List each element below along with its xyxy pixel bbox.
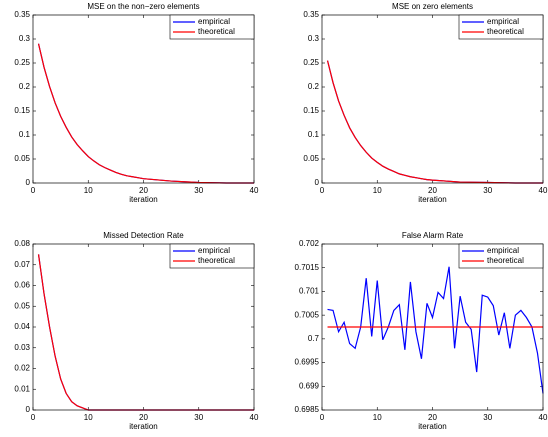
axes-frame — [321, 14, 544, 184]
y-tick-label: 0.7005 — [295, 310, 320, 319]
x-tick-label: 10 — [373, 413, 382, 422]
y-tick-label: 0.699 — [299, 381, 320, 390]
x-axis-label: iteration — [418, 422, 446, 431]
y-tick-label: 0.15 — [303, 106, 319, 115]
y-tick-label: 0.01 — [14, 384, 30, 393]
chart-title: MSE on the non−zero elements — [87, 2, 199, 11]
y-tick-label: 0.05 — [14, 154, 30, 163]
x-tick-label: 30 — [483, 186, 492, 195]
y-tick-label: 0 — [315, 178, 320, 187]
y-tick-label: 0.04 — [14, 322, 30, 331]
y-tick-label: 0.03 — [14, 343, 30, 352]
y-tick-label: 0.35 — [303, 10, 319, 19]
y-tick-label: 0.6985 — [295, 405, 320, 414]
legend-label: theoretical — [487, 256, 524, 265]
x-tick-label: 0 — [31, 413, 36, 422]
axes-frame — [32, 14, 255, 184]
legend-box — [458, 14, 544, 40]
x-tick-label: 20 — [428, 186, 437, 195]
y-tick-label: 0.1 — [19, 130, 31, 139]
y-tick-label: 0.06 — [14, 281, 30, 290]
chart-title: False Alarm Rate — [402, 231, 464, 240]
x-axis-label: iteration — [418, 195, 446, 204]
x-tick-label: 40 — [250, 186, 259, 195]
y-tick-label: 0 — [26, 405, 31, 414]
y-tick-label: 0.05 — [303, 154, 319, 163]
x-tick-label: 40 — [539, 186, 548, 195]
legend-label: empirical — [198, 17, 230, 26]
axes-box — [33, 244, 254, 410]
x-tick-label: 10 — [373, 186, 382, 195]
legend-label: theoretical — [198, 27, 235, 36]
y-tick-label: 0.08 — [14, 239, 30, 248]
y-tick-label: 0.07 — [14, 260, 30, 269]
x-tick-label: 40 — [250, 413, 259, 422]
y-tick-label: 0.701 — [299, 287, 320, 296]
legend-label: empirical — [198, 246, 230, 255]
series-line — [326, 60, 543, 184]
legend-label: theoretical — [198, 256, 235, 265]
x-tick-label: 10 — [84, 186, 93, 195]
x-tick-label: 0 — [31, 186, 36, 195]
legend-box — [458, 243, 544, 269]
legend-box — [169, 14, 255, 40]
y-tick-label: 0.2 — [308, 82, 320, 91]
axes-frame — [321, 243, 544, 411]
y-tick-label: 0.702 — [299, 239, 320, 248]
x-tick-label: 30 — [483, 413, 492, 422]
x-tick-label: 0 — [320, 186, 325, 195]
x-axis-label: iteration — [129, 195, 157, 204]
x-tick-label: 30 — [194, 186, 203, 195]
x-tick-label: 20 — [139, 186, 148, 195]
legend-label: theoretical — [487, 27, 524, 36]
y-tick-label: 0.7015 — [295, 263, 320, 272]
chart-title: Missed Detection Rate — [103, 231, 184, 240]
x-tick-label: 0 — [320, 413, 325, 422]
axes-box — [33, 15, 254, 183]
y-tick-label: 0.6995 — [295, 358, 320, 367]
axes-frame — [32, 243, 255, 411]
y-tick-label: 0.35 — [14, 10, 30, 19]
y-tick-label: 0.25 — [303, 58, 319, 67]
y-tick-label: 0.2 — [19, 82, 31, 91]
x-tick-label: 20 — [428, 413, 437, 422]
y-tick-label: 0.1 — [308, 130, 320, 139]
legend-label: empirical — [487, 17, 519, 26]
x-tick-label: 30 — [194, 413, 203, 422]
x-tick-label: 20 — [139, 413, 148, 422]
series-line — [327, 266, 544, 394]
y-tick-label: 0.3 — [19, 34, 31, 43]
axes-box — [322, 15, 543, 183]
x-axis-label: iteration — [129, 422, 157, 431]
x-tick-label: 40 — [539, 413, 548, 422]
legend-label: empirical — [487, 246, 519, 255]
y-tick-label: 0.3 — [308, 34, 320, 43]
y-tick-label: 0.02 — [14, 364, 30, 373]
y-tick-label: 0.7 — [308, 334, 320, 343]
y-tick-label: 0.05 — [14, 301, 30, 310]
series-line — [37, 43, 254, 184]
legend-box — [169, 243, 255, 269]
y-tick-label: 0.25 — [14, 58, 30, 67]
y-tick-label: 0 — [26, 178, 31, 187]
y-tick-label: 0.15 — [14, 106, 30, 115]
x-tick-label: 10 — [84, 413, 93, 422]
chart-title: MSE on zero elements — [392, 2, 473, 11]
